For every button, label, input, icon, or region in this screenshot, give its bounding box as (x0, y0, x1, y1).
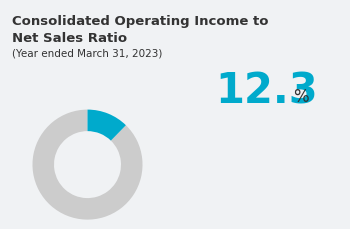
Text: Consolidated Operating Income to: Consolidated Operating Income to (12, 15, 268, 28)
Wedge shape (88, 110, 126, 141)
Text: 12.3: 12.3 (215, 71, 318, 112)
Text: (Year ended March 31, 2023): (Year ended March 31, 2023) (12, 49, 162, 59)
Text: Net Sales Ratio: Net Sales Ratio (12, 32, 127, 45)
Text: %: % (293, 88, 309, 106)
Wedge shape (33, 110, 142, 220)
